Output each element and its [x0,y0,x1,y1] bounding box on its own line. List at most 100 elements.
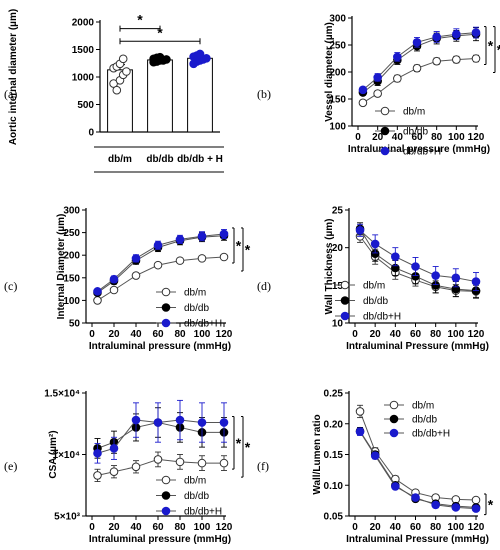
data-point [358,98,368,108]
chart-f: (f) 0.05 0.10 0.15 0.20 0.25 Wall/Lumen ratio 0… [257,389,494,546]
data-point [197,418,207,427]
x-axis-label: Intraluminal Pressure (mmHg) [346,534,489,545]
significance-star: * [157,24,163,40]
data-point [355,407,365,416]
data-point [109,274,119,284]
y-tick-label: 150 [63,273,80,284]
legend-marker [340,296,350,305]
legend-marker [380,106,390,116]
y-tick-label: 0 [88,128,94,139]
data-point [452,55,461,64]
x-tick-label: 100 [447,329,464,340]
data-point [370,239,380,249]
legend-f: db/m db/db db/db+H [384,401,450,440]
y-axis-label: Vessel diameter (µm) [324,22,335,122]
series-0 [93,252,229,305]
data-point [411,493,420,502]
data-point [109,467,119,477]
data-point [93,471,102,480]
x-axis-label: Intraluminal Pressure (mmHg) [346,341,489,352]
y-tick-label: 300 [63,206,80,217]
data-point [175,415,185,425]
legend-b: db/m db/db db/db+H [375,107,441,158]
legend-marker [380,126,390,136]
bar-1 [147,59,173,133]
data-point [131,254,141,263]
x-tick-label: 0 [352,522,358,533]
series-2 [93,228,229,296]
y-tick-label: 1×10⁴ [53,450,81,461]
data-point [432,56,441,66]
category-label: db/m [108,154,132,165]
y-tick-label: 100 [63,296,80,307]
y-axis-label: Aortic internal diameter (µm) [8,9,19,145]
y-tick-label: 2000 [72,18,95,29]
significance-star: * [245,241,251,257]
data-point [370,451,380,461]
x-tick-label: 40 [130,522,142,533]
data-point [358,85,368,95]
data-point [175,256,185,265]
legend-marker [161,475,171,485]
data-point [195,49,205,59]
y-tick-label: 1500 [72,45,95,56]
legend-marker [161,491,171,500]
series-2 [355,223,481,292]
legend-label: db/db [363,296,388,307]
x-tick-label: 60 [152,522,164,533]
legend-marker [161,287,171,297]
y-tick-label: 100 [329,122,346,133]
significance-star: * [236,435,242,451]
significance-star: * [497,42,500,58]
x-tick-label: 120 [216,329,233,340]
category-label: db/db [146,154,173,165]
data-point [175,457,185,467]
y-axis-label: Internal Diameter (µm) [56,214,67,320]
x-tick-label: 40 [390,329,402,340]
data-point [93,287,102,296]
x-tick-label: 80 [174,522,186,533]
data-point [412,38,422,47]
y-tick-label: 300 [329,14,346,25]
series-0 [93,451,229,483]
legend-marker [389,400,399,410]
x-axis-label: Intraluminal pressure (mmHg) [348,144,490,155]
data-point [202,54,211,63]
data-point [131,462,141,472]
x-tick-label: 20 [108,522,120,533]
legend-label: db/db+H [184,319,222,330]
y-tick-label: 10 [332,319,344,330]
data-point [411,262,420,271]
data-point [391,482,400,491]
x-tick-label: 100 [194,522,211,533]
x-axis-label: Intraluminal pressure (mmHg) [89,341,231,352]
data-point [393,74,402,83]
x-tick-label: 60 [411,132,423,143]
data-point [93,296,102,305]
data-point [197,231,207,241]
legend-label: db/db [412,415,437,426]
legend-label: db/m [403,107,425,118]
legend-label: db/db+H [184,507,222,518]
panel-label-e: (e) [4,459,17,473]
y-tick-label: 1000 [72,73,95,84]
y-axis-label: Wall Thickness (µm) [324,219,335,315]
series-2 [358,26,481,95]
x-tick-label: 80 [431,132,443,143]
legend-label: db/m [184,288,206,299]
x-tick-label: 0 [352,329,358,340]
x-tick-label: 40 [130,329,142,340]
x-tick-label: 20 [370,329,382,340]
x-tick-label: 80 [174,329,186,340]
legend-marker [161,303,171,312]
chart-a: (a) 0 500 1000 1500 2000 Aortic internal diame… [4,9,224,173]
x-tick-label: 80 [430,329,442,340]
data-point [452,29,461,39]
data-point [471,277,481,286]
y-axis-label: Wall/Lumen ratio [312,414,323,494]
series-1 [358,27,481,97]
category-label: db/db + H [177,154,223,165]
x-tick-label: 120 [468,132,485,143]
